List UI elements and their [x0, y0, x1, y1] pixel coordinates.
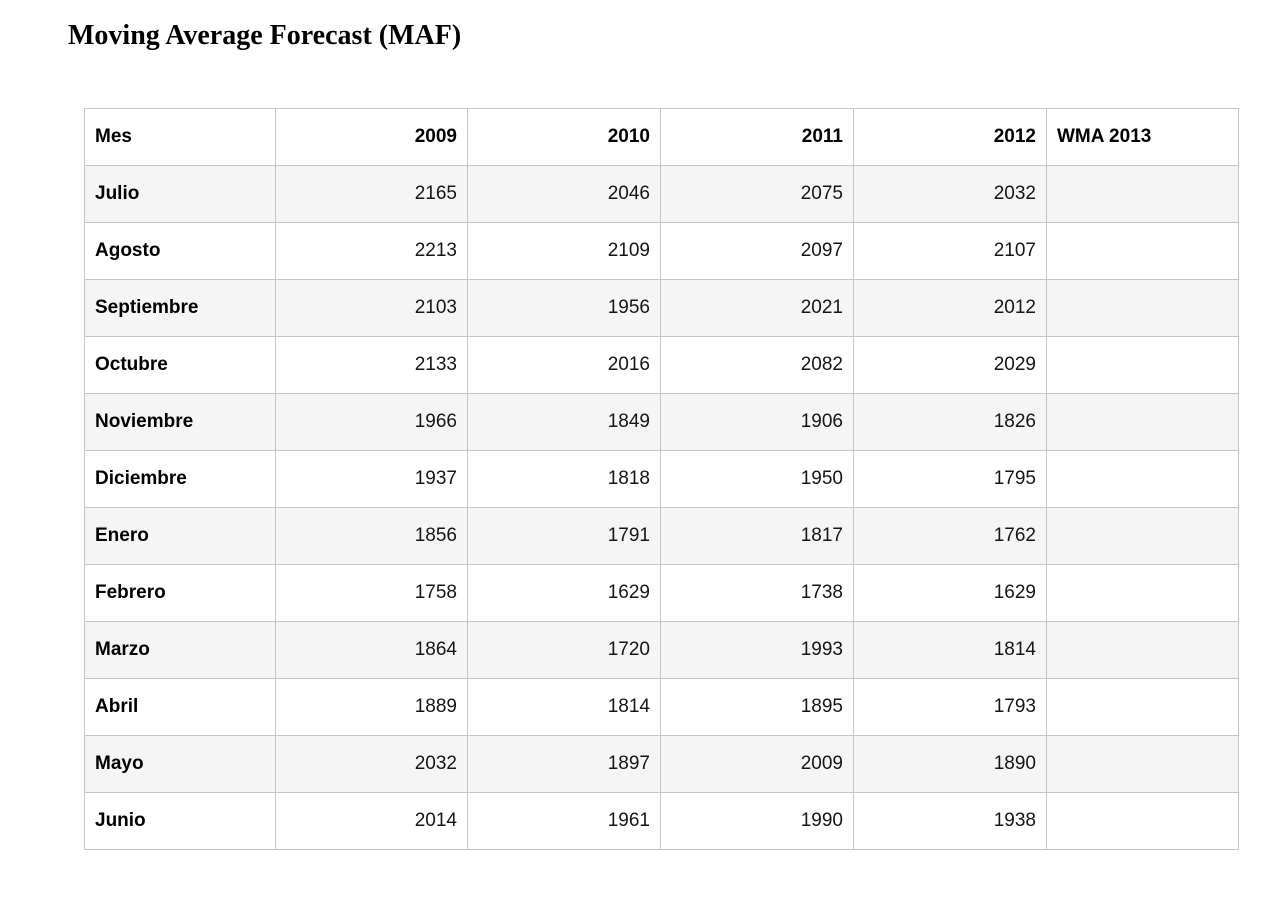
value-cell: 1817 [660, 507, 854, 565]
value-cell: 2029 [853, 336, 1047, 394]
value-cell: 1966 [275, 393, 468, 451]
value-cell: 2032 [853, 165, 1047, 223]
value-cell: 1629 [467, 564, 661, 622]
header-cell-y2010: 2010 [467, 108, 661, 166]
value-cell: 1889 [275, 678, 468, 736]
page-title: Moving Average Forecast (MAF) [68, 20, 462, 51]
month-cell: Enero [84, 507, 276, 565]
value-cell: 1961 [467, 792, 661, 850]
value-cell: 1906 [660, 393, 854, 451]
table-row: Junio 2014 1961 1990 1938 [84, 792, 1239, 850]
value-cell: 1895 [660, 678, 854, 736]
value-cell: 1762 [853, 507, 1047, 565]
value-cell: 2082 [660, 336, 854, 394]
value-cell: 1993 [660, 621, 854, 679]
value-cell: 1897 [467, 735, 661, 793]
value-cell: 2009 [660, 735, 854, 793]
table-row: Noviembre 1966 1849 1906 1826 [84, 393, 1239, 451]
value-cell: 2103 [275, 279, 468, 337]
value-cell: 2021 [660, 279, 854, 337]
table-row: Mayo 2032 1897 2009 1890 [84, 735, 1239, 793]
value-cell: 1890 [853, 735, 1047, 793]
value-cell: 1849 [467, 393, 661, 451]
wma-cell [1046, 564, 1239, 622]
value-cell: 1956 [467, 279, 661, 337]
month-cell: Junio [84, 792, 276, 850]
value-cell: 1814 [853, 621, 1047, 679]
table-row: Septiembre 2103 1956 2021 2012 [84, 279, 1239, 337]
month-cell: Septiembre [84, 279, 276, 337]
header-cell-y2009: 2009 [275, 108, 468, 166]
value-cell: 1795 [853, 450, 1047, 508]
value-cell: 2109 [467, 222, 661, 280]
value-cell: 2046 [467, 165, 661, 223]
table-row: Diciembre 1937 1818 1950 1795 [84, 450, 1239, 508]
value-cell: 1938 [853, 792, 1047, 850]
value-cell: 1856 [275, 507, 468, 565]
value-cell: 1720 [467, 621, 661, 679]
wma-cell [1046, 336, 1239, 394]
value-cell: 2213 [275, 222, 468, 280]
value-cell: 1937 [275, 450, 468, 508]
month-cell: Agosto [84, 222, 276, 280]
value-cell: 1950 [660, 450, 854, 508]
month-cell: Marzo [84, 621, 276, 679]
table-row: Enero 1856 1791 1817 1762 [84, 507, 1239, 565]
header-cell-wma2013: WMA 2013 [1046, 108, 1239, 166]
value-cell: 1990 [660, 792, 854, 850]
value-cell: 1864 [275, 621, 468, 679]
wma-cell [1046, 735, 1239, 793]
table-body: Julio 2165 2046 2075 2032 Agosto 2213 2109 2097 2… [84, 165, 1239, 850]
value-cell: 1758 [275, 564, 468, 622]
month-cell: Julio [84, 165, 276, 223]
value-cell: 2133 [275, 336, 468, 394]
header-cell-y2011: 2011 [660, 108, 854, 166]
header-cell-y2012: 2012 [853, 108, 1047, 166]
month-cell: Febrero [84, 564, 276, 622]
month-cell: Octubre [84, 336, 276, 394]
value-cell: 2075 [660, 165, 854, 223]
value-cell: 1814 [467, 678, 661, 736]
month-cell: Diciembre [84, 450, 276, 508]
value-cell: 1629 [853, 564, 1047, 622]
value-cell: 2097 [660, 222, 854, 280]
value-cell: 1791 [467, 507, 661, 565]
value-cell: 1818 [467, 450, 661, 508]
value-cell: 2014 [275, 792, 468, 850]
wma-cell [1046, 621, 1239, 679]
header-row: Mes 2009 2010 2011 2012 WMA 2013 [84, 108, 1239, 166]
table-row: Abril 1889 1814 1895 1793 [84, 678, 1239, 736]
value-cell: 2165 [275, 165, 468, 223]
table-row: Octubre 2133 2016 2082 2029 [84, 336, 1239, 394]
table-row: Agosto 2213 2109 2097 2107 [84, 222, 1239, 280]
value-cell: 2032 [275, 735, 468, 793]
month-cell: Noviembre [84, 393, 276, 451]
value-cell: 2012 [853, 279, 1047, 337]
header-cell-mes: Mes [84, 108, 276, 166]
wma-cell [1046, 792, 1239, 850]
value-cell: 2107 [853, 222, 1047, 280]
wma-cell [1046, 222, 1239, 280]
forecast-table: Mes 2009 2010 2011 2012 WMA 2013 Julio 2165 204… [84, 108, 1239, 850]
wma-cell [1046, 279, 1239, 337]
wma-cell [1046, 450, 1239, 508]
table-row: Febrero 1758 1629 1738 1629 [84, 564, 1239, 622]
wma-cell [1046, 678, 1239, 736]
table-row: Marzo 1864 1720 1993 1814 [84, 621, 1239, 679]
value-cell: 1826 [853, 393, 1047, 451]
value-cell: 1738 [660, 564, 854, 622]
wma-cell [1046, 165, 1239, 223]
value-cell: 1793 [853, 678, 1047, 736]
month-cell: Mayo [84, 735, 276, 793]
wma-cell [1046, 507, 1239, 565]
wma-cell [1046, 393, 1239, 451]
value-cell: 2016 [467, 336, 661, 394]
month-cell: Abril [84, 678, 276, 736]
table-row: Julio 2165 2046 2075 2032 [84, 165, 1239, 223]
